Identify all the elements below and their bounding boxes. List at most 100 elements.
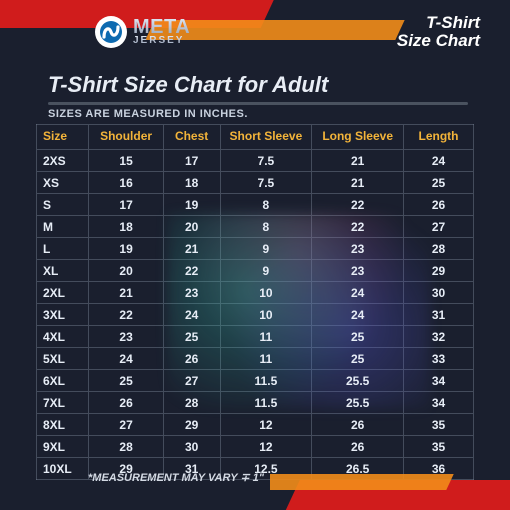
panel-title: T-Shirt Size Chart for Adult [48,72,462,105]
cell-value: 10 [220,282,312,304]
cell-size: 2XL [37,282,89,304]
table-row: 2XS15177.52124 [37,150,474,172]
cell-value: 21 [163,238,220,260]
cell-value: 34 [404,392,474,414]
cell-value: 24 [163,304,220,326]
cell-value: 17 [163,150,220,172]
table-head: SizeShoulderChestShort SleeveLong Sleeve… [37,125,474,150]
cell-size: 4XL [37,326,89,348]
cell-value: 23 [89,326,163,348]
table-row: XL202292329 [37,260,474,282]
size-table-wrap: SizeShoulderChestShort SleeveLong Sleeve… [36,124,474,480]
brand-logo-icon [95,16,127,48]
cell-value: 23 [312,260,404,282]
col-header: Length [404,125,474,150]
table-row: 6XL252711.525.534 [37,370,474,392]
cell-value: 25.5 [312,370,404,392]
header-label-line2: Size Chart [397,32,480,50]
cell-value: 24 [312,304,404,326]
cell-value: 19 [89,238,163,260]
col-header: Chest [163,125,220,150]
cell-size: 6XL [37,370,89,392]
cell-value: 25 [404,172,474,194]
cell-size: 7XL [37,392,89,414]
cell-size: M [37,216,89,238]
cell-value: 16 [89,172,163,194]
cell-size: 9XL [37,436,89,458]
cell-value: 25 [312,326,404,348]
cell-value: 25 [163,326,220,348]
cell-value: 27 [163,370,220,392]
cell-value: 30 [404,282,474,304]
cell-value: 12.5 [220,458,312,480]
cell-value: 32 [404,326,474,348]
cell-value: 17 [89,194,163,216]
cell-value: 25 [89,370,163,392]
cell-value: 20 [163,216,220,238]
cell-size: 8XL [37,414,89,436]
col-header: Size [37,125,89,150]
table-row: 2XL2123102430 [37,282,474,304]
cell-value: 27 [404,216,474,238]
table-row: 9XL2830122635 [37,436,474,458]
header: META JERSEY T-Shirt Size Chart [0,14,510,50]
cell-value: 34 [404,370,474,392]
cell-value: 19 [163,194,220,216]
table-row: 5XL2426112533 [37,348,474,370]
cell-value: 31 [163,458,220,480]
cell-value: 25 [312,348,404,370]
table-row: 10XL293112.526.536 [37,458,474,480]
cell-size: 10XL [37,458,89,480]
cell-value: 10 [220,304,312,326]
cell-value: 18 [89,216,163,238]
table-body: 2XS15177.52124XS16187.52125S171982226M18… [37,150,474,480]
col-header: Short Sleeve [220,125,312,150]
cell-value: 24 [404,150,474,172]
cell-value: 26.5 [312,458,404,480]
cell-size: S [37,194,89,216]
cell-value: 24 [312,282,404,304]
cell-value: 8 [220,216,312,238]
cell-value: 29 [163,414,220,436]
cell-value: 22 [312,216,404,238]
page-title: T-Shirt Size Chart for Adult [48,72,462,98]
table-row: XS16187.52125 [37,172,474,194]
cell-value: 28 [404,238,474,260]
cell-value: 29 [404,260,474,282]
cell-value: 18 [163,172,220,194]
cell-value: 21 [89,282,163,304]
col-header: Shoulder [89,125,163,150]
cell-value: 35 [404,414,474,436]
cell-value: 29 [89,458,163,480]
table-row: S171982226 [37,194,474,216]
cell-value: 30 [163,436,220,458]
cell-size: 3XL [37,304,89,326]
cell-size: XS [37,172,89,194]
cell-value: 11 [220,348,312,370]
cell-value: 35 [404,436,474,458]
brand-text: META JERSEY [133,18,190,45]
cell-size: L [37,238,89,260]
cell-value: 36 [404,458,474,480]
table-row: 8XL2729122635 [37,414,474,436]
col-header: Long Sleeve [312,125,404,150]
cell-value: 11 [220,326,312,348]
cell-value: 9 [220,238,312,260]
cell-value: 21 [312,172,404,194]
table-row: 4XL2325112532 [37,326,474,348]
cell-value: 21 [312,150,404,172]
cell-value: 26 [312,414,404,436]
cell-value: 26 [89,392,163,414]
title-rule [48,102,468,105]
table-row: L192192328 [37,238,474,260]
cell-value: 23 [312,238,404,260]
header-label: T-Shirt Size Chart [397,14,480,50]
brand: META JERSEY [95,16,190,48]
cell-value: 12 [220,414,312,436]
cell-value: 33 [404,348,474,370]
cell-value: 26 [163,348,220,370]
cell-value: 28 [89,436,163,458]
cell-value: 11.5 [220,392,312,414]
cell-value: 7.5 [220,150,312,172]
cell-value: 24 [89,348,163,370]
